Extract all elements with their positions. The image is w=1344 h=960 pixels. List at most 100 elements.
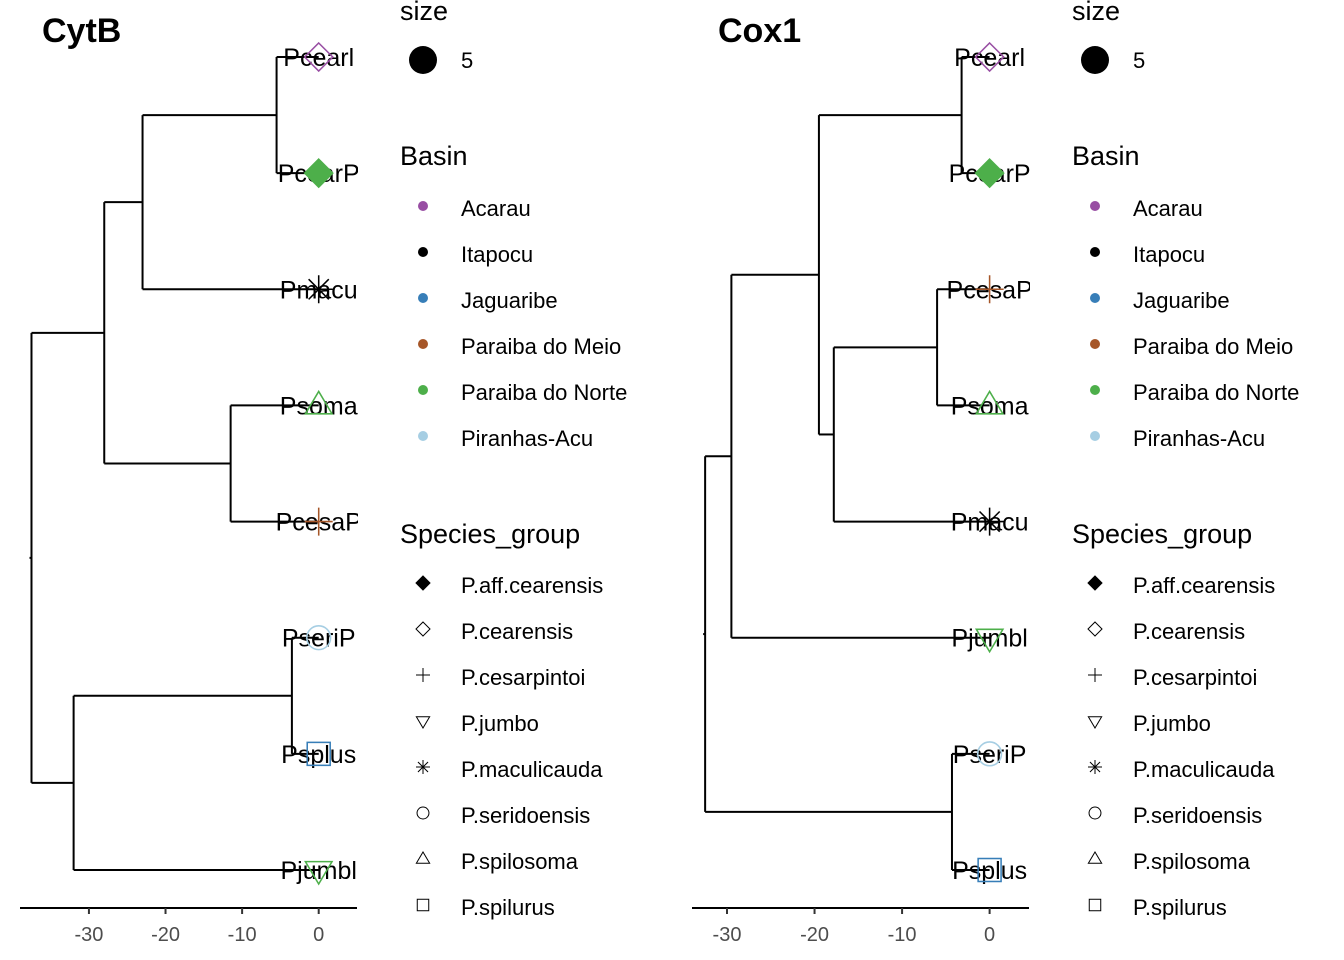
species-label-p-maculicauda: P.maculicauda [1133,757,1275,782]
panel-title: Cox1 [718,12,801,50]
tip-label-pserip: PseriP [953,741,1027,769]
tip-label-psplus: Psplus [952,857,1027,885]
species-label-p-cesarpintoi: P.cesarpintoi [1133,665,1257,690]
x-tick-label: -10 [888,924,917,946]
species-key-p-spilurus [1088,898,1102,912]
species-label-p-spilosoma: P.spilosoma [1133,849,1251,874]
tip-point-pcearp [974,158,1005,189]
tip-point-pcearl [303,41,334,73]
tip-point-pcesap [304,507,333,536]
species-key-p-spilosoma [415,851,431,864]
tips: PcearlPcearPPcesaPPsomaPmacuPjumblPseriP… [947,41,1033,885]
size-key-dot [1081,46,1109,74]
species-label-p-jumbo: P.jumbo [1133,711,1211,736]
cytb-panel: CytBPcearlPcearPPmacuPsomaPcesaPPseriPPs… [20,12,362,946]
cox1-panel: Cox1 PcearlPcearPPcesaPPsomaPmacuPjumblPs… [692,12,1033,946]
tip-point-psplus [977,857,1002,883]
tip-point-psoma [304,389,334,415]
x-tick-label: 0 [984,924,995,946]
x-tick-label: -20 [800,924,829,946]
tip-point-psplus [306,741,331,767]
size-legend-label: 5 [461,48,473,73]
species-label-p-jumbo: P.jumbo [461,711,539,736]
basin-label-paraiba-do-norte: Paraiba do Norte [1133,380,1299,405]
tip-point-pmacu [304,275,333,304]
species-key-p-spilosoma [1087,851,1103,864]
species-key-p-cearensis [1087,621,1103,637]
tree-branches [29,56,319,871]
basin-label-paraiba-do-meio: Paraiba do Meio [461,334,621,359]
cytb-legend: size 5 Basin Acarau Itapocu Jaguaribe Paraiba … [400,0,627,920]
basin-label-piranhas-acu: Piranhas-Acu [1133,426,1265,451]
tip-label-psplus: Psplus [281,741,356,769]
x-tick-label: -30 [74,924,103,946]
species-key-p-jumbo [415,716,431,729]
tip-point-pcesap [975,275,1004,304]
basin-label-jaguaribe: Jaguaribe [1133,288,1230,313]
x-tick-label: -20 [151,924,180,946]
tip-point-pcearp [303,158,334,189]
species-key-p-spilurus [416,898,430,912]
x-tick-label: 0 [313,924,324,946]
basin-label-piranhas-acu: Piranhas-Acu [461,426,593,451]
tips: PcearlPcearPPmacuPsomaPcesaPPseriPPsplus… [276,41,362,886]
species-key-p-cesarpintoi [416,668,430,682]
species-label-p-seridoensis: P.seridoensis [1133,803,1262,828]
tree-branches [703,56,990,871]
species-label-p-cearensis: P.cearensis [461,619,573,644]
species-key-p-maculicauda [416,760,430,774]
species-key-p-cesarpintoi [1088,668,1102,682]
x-tick-label: -10 [228,924,257,946]
tip-point-pserip [306,625,332,651]
species-key-p-aff-cearensis [1087,575,1103,591]
basin-legend-title: Basin [1072,141,1140,171]
basin-key-jaguaribe [418,293,428,303]
basin-key-acarau [1090,201,1100,211]
species-label-p-aff-cearensis: P.aff.cearensis [1133,573,1275,598]
species-key-p-aff-cearensis [415,575,431,591]
species-legend-title: Species_group [400,519,580,549]
basin-label-paraiba-do-norte: Paraiba do Norte [461,380,627,405]
tip-point-pmacu [975,507,1004,536]
species-key-p-jumbo [1087,716,1103,729]
species-label-p-spilurus: P.spilurus [461,895,555,920]
size-legend-title: size [400,0,448,26]
species-label-p-seridoensis: P.seridoensis [461,803,590,828]
species-key-p-seridoensis [416,806,430,820]
basin-label-jaguaribe: Jaguaribe [461,288,558,313]
tip-point-pcearl [974,41,1005,73]
basin-key-acarau [418,201,428,211]
species-key-p-cearensis [415,621,431,637]
panel-title: CytB [42,12,121,50]
basin-legend-title: Basin [400,141,468,171]
basin-key-itapocu [1090,247,1100,257]
species-label-p-aff-cearensis: P.aff.cearensis [461,573,603,598]
basin-label-acarau: Acarau [461,196,531,221]
tip-label-pcearl: Pcearl [283,44,354,72]
size-legend-title: size [1072,0,1120,26]
basin-key-paraiba-do-norte [418,385,428,395]
basin-key-paraiba-do-meio [1090,339,1100,349]
species-key-p-seridoensis [1088,806,1102,820]
tip-label-psoma: Psoma [280,392,358,420]
basin-label-itapocu: Itapocu [461,242,533,267]
species-label-p-cesarpintoi: P.cesarpintoi [461,665,585,690]
tip-point-pjumbl [304,860,334,886]
size-key-dot [409,46,437,74]
basin-label-acarau: Acarau [1133,196,1203,221]
species-label-p-spilurus: P.spilurus [1133,895,1227,920]
basin-key-itapocu [418,247,428,257]
tip-label-pcesap: PcesaP [947,276,1033,304]
species-label-p-maculicauda: P.maculicauda [461,757,603,782]
tip-label-pcesap: PcesaP [276,509,362,537]
tip-label-pserip: PseriP [282,625,356,653]
species-key-p-maculicauda [1088,760,1102,774]
x-tick-label: -30 [713,924,742,946]
tip-point-pserip [976,741,1003,767]
species-label-p-cearensis: P.cearensis [1133,619,1245,644]
basin-key-piranhas-acu [1090,431,1100,441]
basin-key-piranhas-acu [418,431,428,441]
basin-key-jaguaribe [1090,293,1100,303]
basin-key-paraiba-do-norte [1090,385,1100,395]
